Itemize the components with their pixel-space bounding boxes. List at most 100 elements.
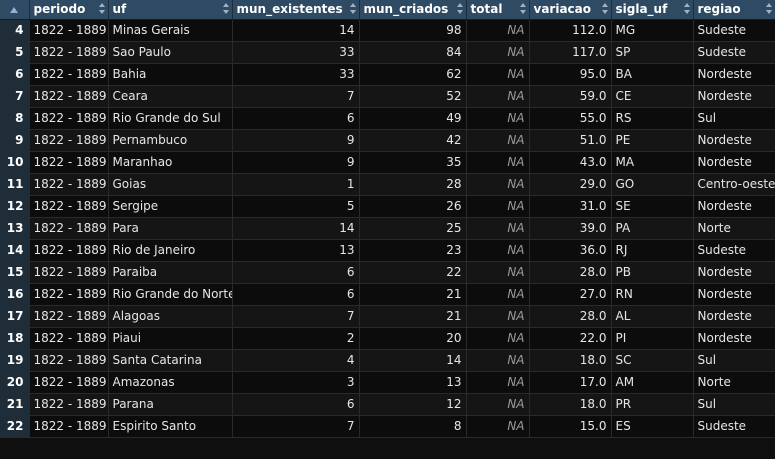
- column-header-uf[interactable]: uf: [108, 0, 233, 20]
- sort-arrows-icon[interactable]: [98, 2, 105, 16]
- sort-arrows-icon[interactable]: [349, 2, 356, 16]
- cell-mun-existentes: 14: [232, 19, 360, 42]
- table-row[interactable]: 15 1822 - 1889 Paraiba 6 22 NA 28.0 PB Nordeste: [0, 261, 775, 284]
- table-row[interactable]: 22 1822 - 1889 Espirito Santo 7 8 NA 15.0 ES Sud…: [0, 415, 775, 438]
- cell-mun-existentes: 5: [232, 195, 360, 218]
- cell-periodo: 1822 - 1889: [29, 415, 109, 438]
- column-header-label: sigla_uf: [615, 2, 668, 17]
- sort-arrows-icon[interactable]: [601, 2, 608, 16]
- sort-arrows-icon[interactable]: [765, 2, 772, 16]
- table-row[interactable]: 12 1822 - 1889 Sergipe 5 26 NA 31.0 SE Nordeste: [0, 195, 775, 218]
- cell-total: NA: [466, 261, 530, 284]
- sort-arrows-icon[interactable]: [456, 2, 463, 16]
- table-row[interactable]: 4 1822 - 1889 Minas Gerais 14 98 NA 112.0 MG Sud…: [0, 19, 775, 42]
- cell-mun-criados: 28: [359, 173, 467, 196]
- row-index-header[interactable]: [0, 0, 30, 20]
- table-row[interactable]: 10 1822 - 1889 Maranhao 9 35 NA 43.0 MA Nordeste: [0, 151, 775, 174]
- cell-mun-existentes: 14: [232, 217, 360, 240]
- cell-regiao: Centro-oeste: [693, 173, 775, 196]
- cell-periodo: 1822 - 1889: [29, 239, 109, 262]
- cell-regiao: Nordeste: [693, 195, 775, 218]
- cell-mun-criados: 22: [359, 261, 467, 284]
- cell-sigla-uf: SP: [611, 41, 694, 64]
- cell-periodo: 1822 - 1889: [29, 349, 109, 372]
- cell-uf: Minas Gerais: [108, 19, 233, 42]
- sort-arrows-icon[interactable]: [683, 2, 690, 16]
- column-header-regiao[interactable]: regiao: [693, 0, 775, 20]
- column-header-total[interactable]: total: [466, 0, 530, 20]
- cell-variacao: 22.0: [529, 327, 612, 350]
- sort-arrows-icon[interactable]: [519, 2, 526, 16]
- cell-total: NA: [466, 239, 530, 262]
- table-row[interactable]: 8 1822 - 1889 Rio Grande do Sul 6 49 NA 55.0 RS…: [0, 107, 775, 130]
- cell-regiao: Norte: [693, 217, 775, 240]
- table-row[interactable]: 17 1822 - 1889 Alagoas 7 21 NA 28.0 AL Nordeste: [0, 305, 775, 328]
- row-index: 21: [0, 393, 30, 416]
- column-header-sigla-uf[interactable]: sigla_uf: [611, 0, 694, 20]
- table-row[interactable]: 6 1822 - 1889 Bahia 33 62 NA 95.0 BA Nordeste: [0, 63, 775, 86]
- cell-uf: Sergipe: [108, 195, 233, 218]
- cell-sigla-uf: GO: [611, 173, 694, 196]
- column-header-periodo[interactable]: periodo: [29, 0, 109, 20]
- cell-mun-existentes: 33: [232, 41, 360, 64]
- table-row[interactable]: 11 1822 - 1889 Goias 1 28 NA 29.0 GO Centro-oest…: [0, 173, 775, 196]
- cell-mun-criados: 8: [359, 415, 467, 438]
- cell-variacao: 117.0: [529, 41, 612, 64]
- cell-mun-existentes: 6: [232, 393, 360, 416]
- cell-uf: Sao Paulo: [108, 41, 233, 64]
- cell-sigla-uf: BA: [611, 63, 694, 86]
- table-row[interactable]: 20 1822 - 1889 Amazonas 3 13 NA 17.0 AM Norte: [0, 371, 775, 394]
- cell-total: NA: [466, 371, 530, 394]
- cell-mun-existentes: 6: [232, 261, 360, 284]
- cell-mun-criados: 84: [359, 41, 467, 64]
- table-row[interactable]: 16 1822 - 1889 Rio Grande do Norte 6 21 NA 27.…: [0, 283, 775, 306]
- table-row[interactable]: 7 1822 - 1889 Ceara 7 52 NA 59.0 CE Nordeste: [0, 85, 775, 108]
- table-body: 4 1822 - 1889 Minas Gerais 14 98 NA 112.0 MG Sud…: [0, 19, 775, 438]
- cell-mun-existentes: 7: [232, 305, 360, 328]
- cell-mun-criados: 26: [359, 195, 467, 218]
- cell-sigla-uf: RN: [611, 283, 694, 306]
- column-header-label: total: [470, 2, 503, 17]
- cell-sigla-uf: MA: [611, 151, 694, 174]
- row-index: 19: [0, 349, 30, 372]
- table-row[interactable]: 5 1822 - 1889 Sao Paulo 33 84 NA 117.0 SP Sudest…: [0, 41, 775, 64]
- cell-sigla-uf: AM: [611, 371, 694, 394]
- row-index: 15: [0, 261, 30, 284]
- cell-sigla-uf: CE: [611, 85, 694, 108]
- cell-uf: Santa Catarina: [108, 349, 233, 372]
- sort-arrows-icon[interactable]: [222, 2, 229, 16]
- cell-mun-criados: 52: [359, 85, 467, 108]
- cell-mun-existentes: 33: [232, 63, 360, 86]
- cell-variacao: 15.0: [529, 415, 612, 438]
- row-index: 16: [0, 283, 30, 306]
- cell-sigla-uf: SE: [611, 195, 694, 218]
- cell-total: NA: [466, 305, 530, 328]
- cell-regiao: Nordeste: [693, 283, 775, 306]
- cell-total: NA: [466, 349, 530, 372]
- cell-mun-criados: 35: [359, 151, 467, 174]
- cell-variacao: 43.0: [529, 151, 612, 174]
- cell-sigla-uf: AL: [611, 305, 694, 328]
- cell-mun-existentes: 6: [232, 107, 360, 130]
- cell-variacao: 55.0: [529, 107, 612, 130]
- cell-sigla-uf: MG: [611, 19, 694, 42]
- row-index: 7: [0, 85, 30, 108]
- table-row[interactable]: 13 1822 - 1889 Para 14 25 NA 39.0 PA Norte: [0, 217, 775, 240]
- cell-periodo: 1822 - 1889: [29, 217, 109, 240]
- column-header-variacao[interactable]: variacao: [529, 0, 612, 20]
- table-row[interactable]: 19 1822 - 1889 Santa Catarina 4 14 NA 18.0 SC Su…: [0, 349, 775, 372]
- table-row[interactable]: 21 1822 - 1889 Parana 6 12 NA 18.0 PR Sul: [0, 393, 775, 416]
- table-row[interactable]: 9 1822 - 1889 Pernambuco 9 42 NA 51.0 PE Nordest…: [0, 129, 775, 152]
- cell-mun-criados: 25: [359, 217, 467, 240]
- table-row[interactable]: 14 1822 - 1889 Rio de Janeiro 13 23 NA 36.0 RJ S…: [0, 239, 775, 262]
- cell-mun-existentes: 7: [232, 85, 360, 108]
- cell-variacao: 28.0: [529, 305, 612, 328]
- cell-mun-criados: 23: [359, 239, 467, 262]
- column-header-mun-existentes[interactable]: mun_existentes: [232, 0, 360, 20]
- table-row[interactable]: 18 1822 - 1889 Piaui 2 20 NA 22.0 PI Nordeste: [0, 327, 775, 350]
- column-header-mun-criados[interactable]: mun_criados: [359, 0, 467, 20]
- row-index: 8: [0, 107, 30, 130]
- cell-variacao: 27.0: [529, 283, 612, 306]
- cell-total: NA: [466, 19, 530, 42]
